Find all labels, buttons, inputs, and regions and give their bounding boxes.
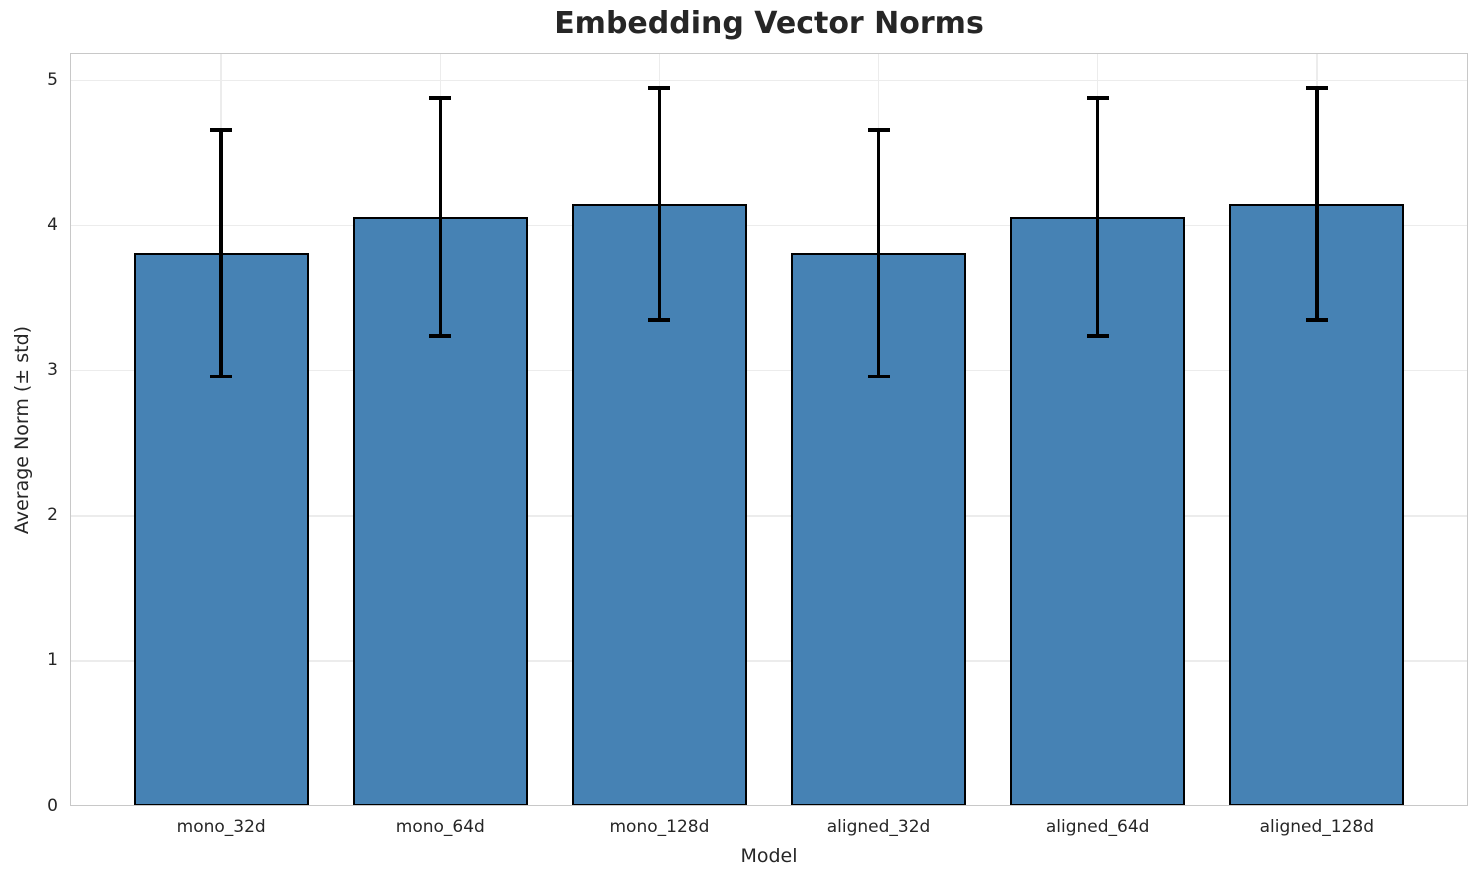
y-axis-label: Average Norm (± std) bbox=[11, 325, 33, 535]
x-tick-label-mono_128d: mono_128d bbox=[609, 817, 710, 837]
error-cap-bottom-mono_128d bbox=[648, 318, 671, 322]
x-tick-label-mono_64d: mono_64d bbox=[395, 817, 485, 837]
y-tick-label: 1 bbox=[47, 650, 58, 671]
error-bar-aligned_32d bbox=[876, 129, 881, 377]
y-tick-label: 2 bbox=[47, 505, 58, 526]
y-tick-label: 5 bbox=[47, 70, 58, 91]
error-cap-top-aligned_64d bbox=[1086, 96, 1109, 100]
error-cap-bottom-mono_32d bbox=[210, 374, 233, 379]
x-axis-label: Model bbox=[740, 845, 798, 867]
error-cap-top-aligned_32d bbox=[867, 128, 890, 132]
x-tick-label-aligned_128d: aligned_128d bbox=[1259, 817, 1375, 837]
error-cap-top-aligned_128d bbox=[1305, 86, 1328, 90]
error-bar-aligned_128d bbox=[1315, 87, 1319, 320]
error-cap-bottom-mono_64d bbox=[429, 334, 452, 338]
x-tick-label-aligned_32d: aligned_32d bbox=[826, 817, 931, 837]
error-bar-aligned_64d bbox=[1095, 97, 1100, 336]
error-bar-mono_128d bbox=[657, 87, 662, 320]
y-gridline bbox=[70, 660, 1468, 662]
x-tick-label-aligned_64d: aligned_64d bbox=[1045, 817, 1150, 837]
y-gridline bbox=[70, 369, 1468, 372]
error-cap-bottom-aligned_64d bbox=[1086, 334, 1109, 338]
error-cap-top-mono_128d bbox=[648, 86, 671, 90]
error-bar-mono_32d bbox=[219, 129, 223, 377]
y-tick-label: 0 bbox=[47, 795, 58, 816]
y-gridline bbox=[70, 79, 1468, 82]
y-gridline bbox=[70, 224, 1468, 227]
plot-area bbox=[70, 53, 1468, 806]
y-tick-label: 3 bbox=[47, 360, 58, 381]
error-cap-top-mono_32d bbox=[210, 128, 233, 132]
x-tick-label-mono_32d: mono_32d bbox=[176, 817, 266, 837]
error-cap-bottom-aligned_32d bbox=[867, 374, 890, 379]
error-bar-mono_64d bbox=[438, 97, 443, 336]
error-cap-top-mono_64d bbox=[429, 96, 452, 100]
error-cap-bottom-aligned_128d bbox=[1305, 318, 1328, 322]
chart-title: Embedding Vector Norms bbox=[554, 6, 984, 41]
y-gridline bbox=[70, 515, 1468, 517]
y-tick-label: 4 bbox=[47, 215, 58, 236]
